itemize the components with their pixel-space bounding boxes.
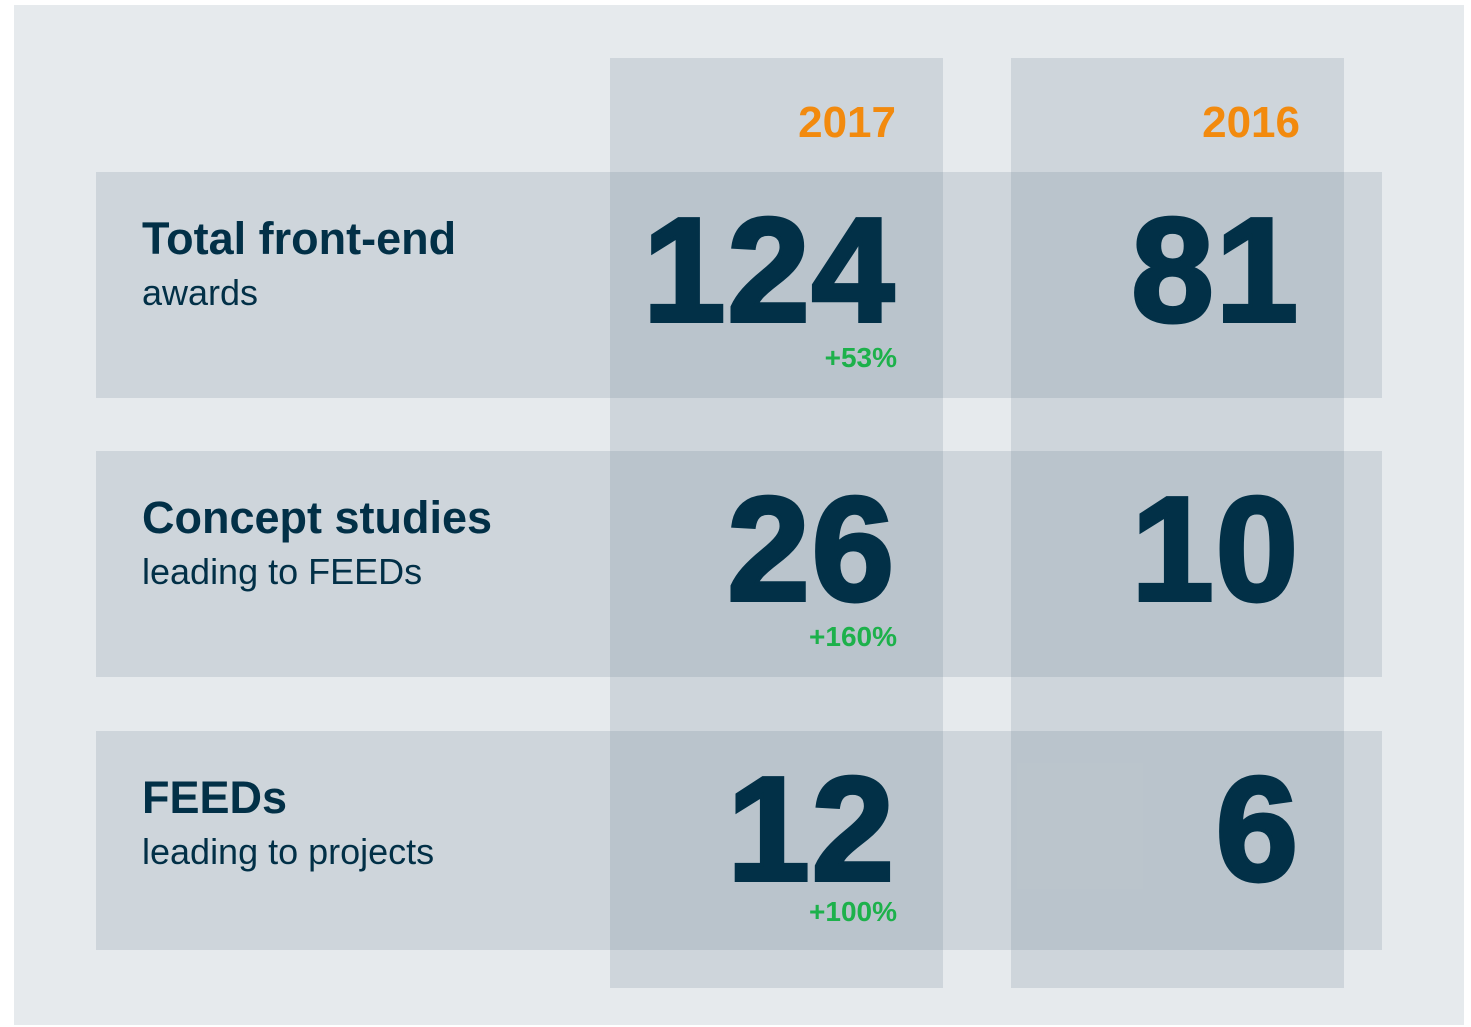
column-header: 2017 <box>798 98 896 147</box>
row-band <box>96 172 1382 398</box>
row-band <box>96 731 1382 950</box>
panel <box>14 5 1464 1025</box>
change: +160% <box>809 621 897 652</box>
change: +100% <box>809 896 897 927</box>
value: 6 <box>1214 747 1300 912</box>
column-band <box>610 58 943 988</box>
value: 10 <box>1129 467 1300 632</box>
row-band <box>96 451 1382 677</box>
column-band <box>1011 58 1344 988</box>
value: 81 <box>1129 188 1300 353</box>
row-subtitle: awards <box>142 272 259 313</box>
row-subtitle: leading to projects <box>142 831 435 872</box>
column-header: 2016 <box>1202 98 1300 147</box>
row-subtitle: leading to FEEDs <box>142 551 423 592</box>
row-title: Total front-end <box>142 213 457 264</box>
row-title: Concept studies <box>142 492 493 543</box>
row-title: FEEDs <box>142 772 288 823</box>
value: 12 <box>725 747 896 912</box>
value: 124 <box>641 188 896 353</box>
change: +53% <box>824 342 897 373</box>
value: 26 <box>725 467 896 632</box>
